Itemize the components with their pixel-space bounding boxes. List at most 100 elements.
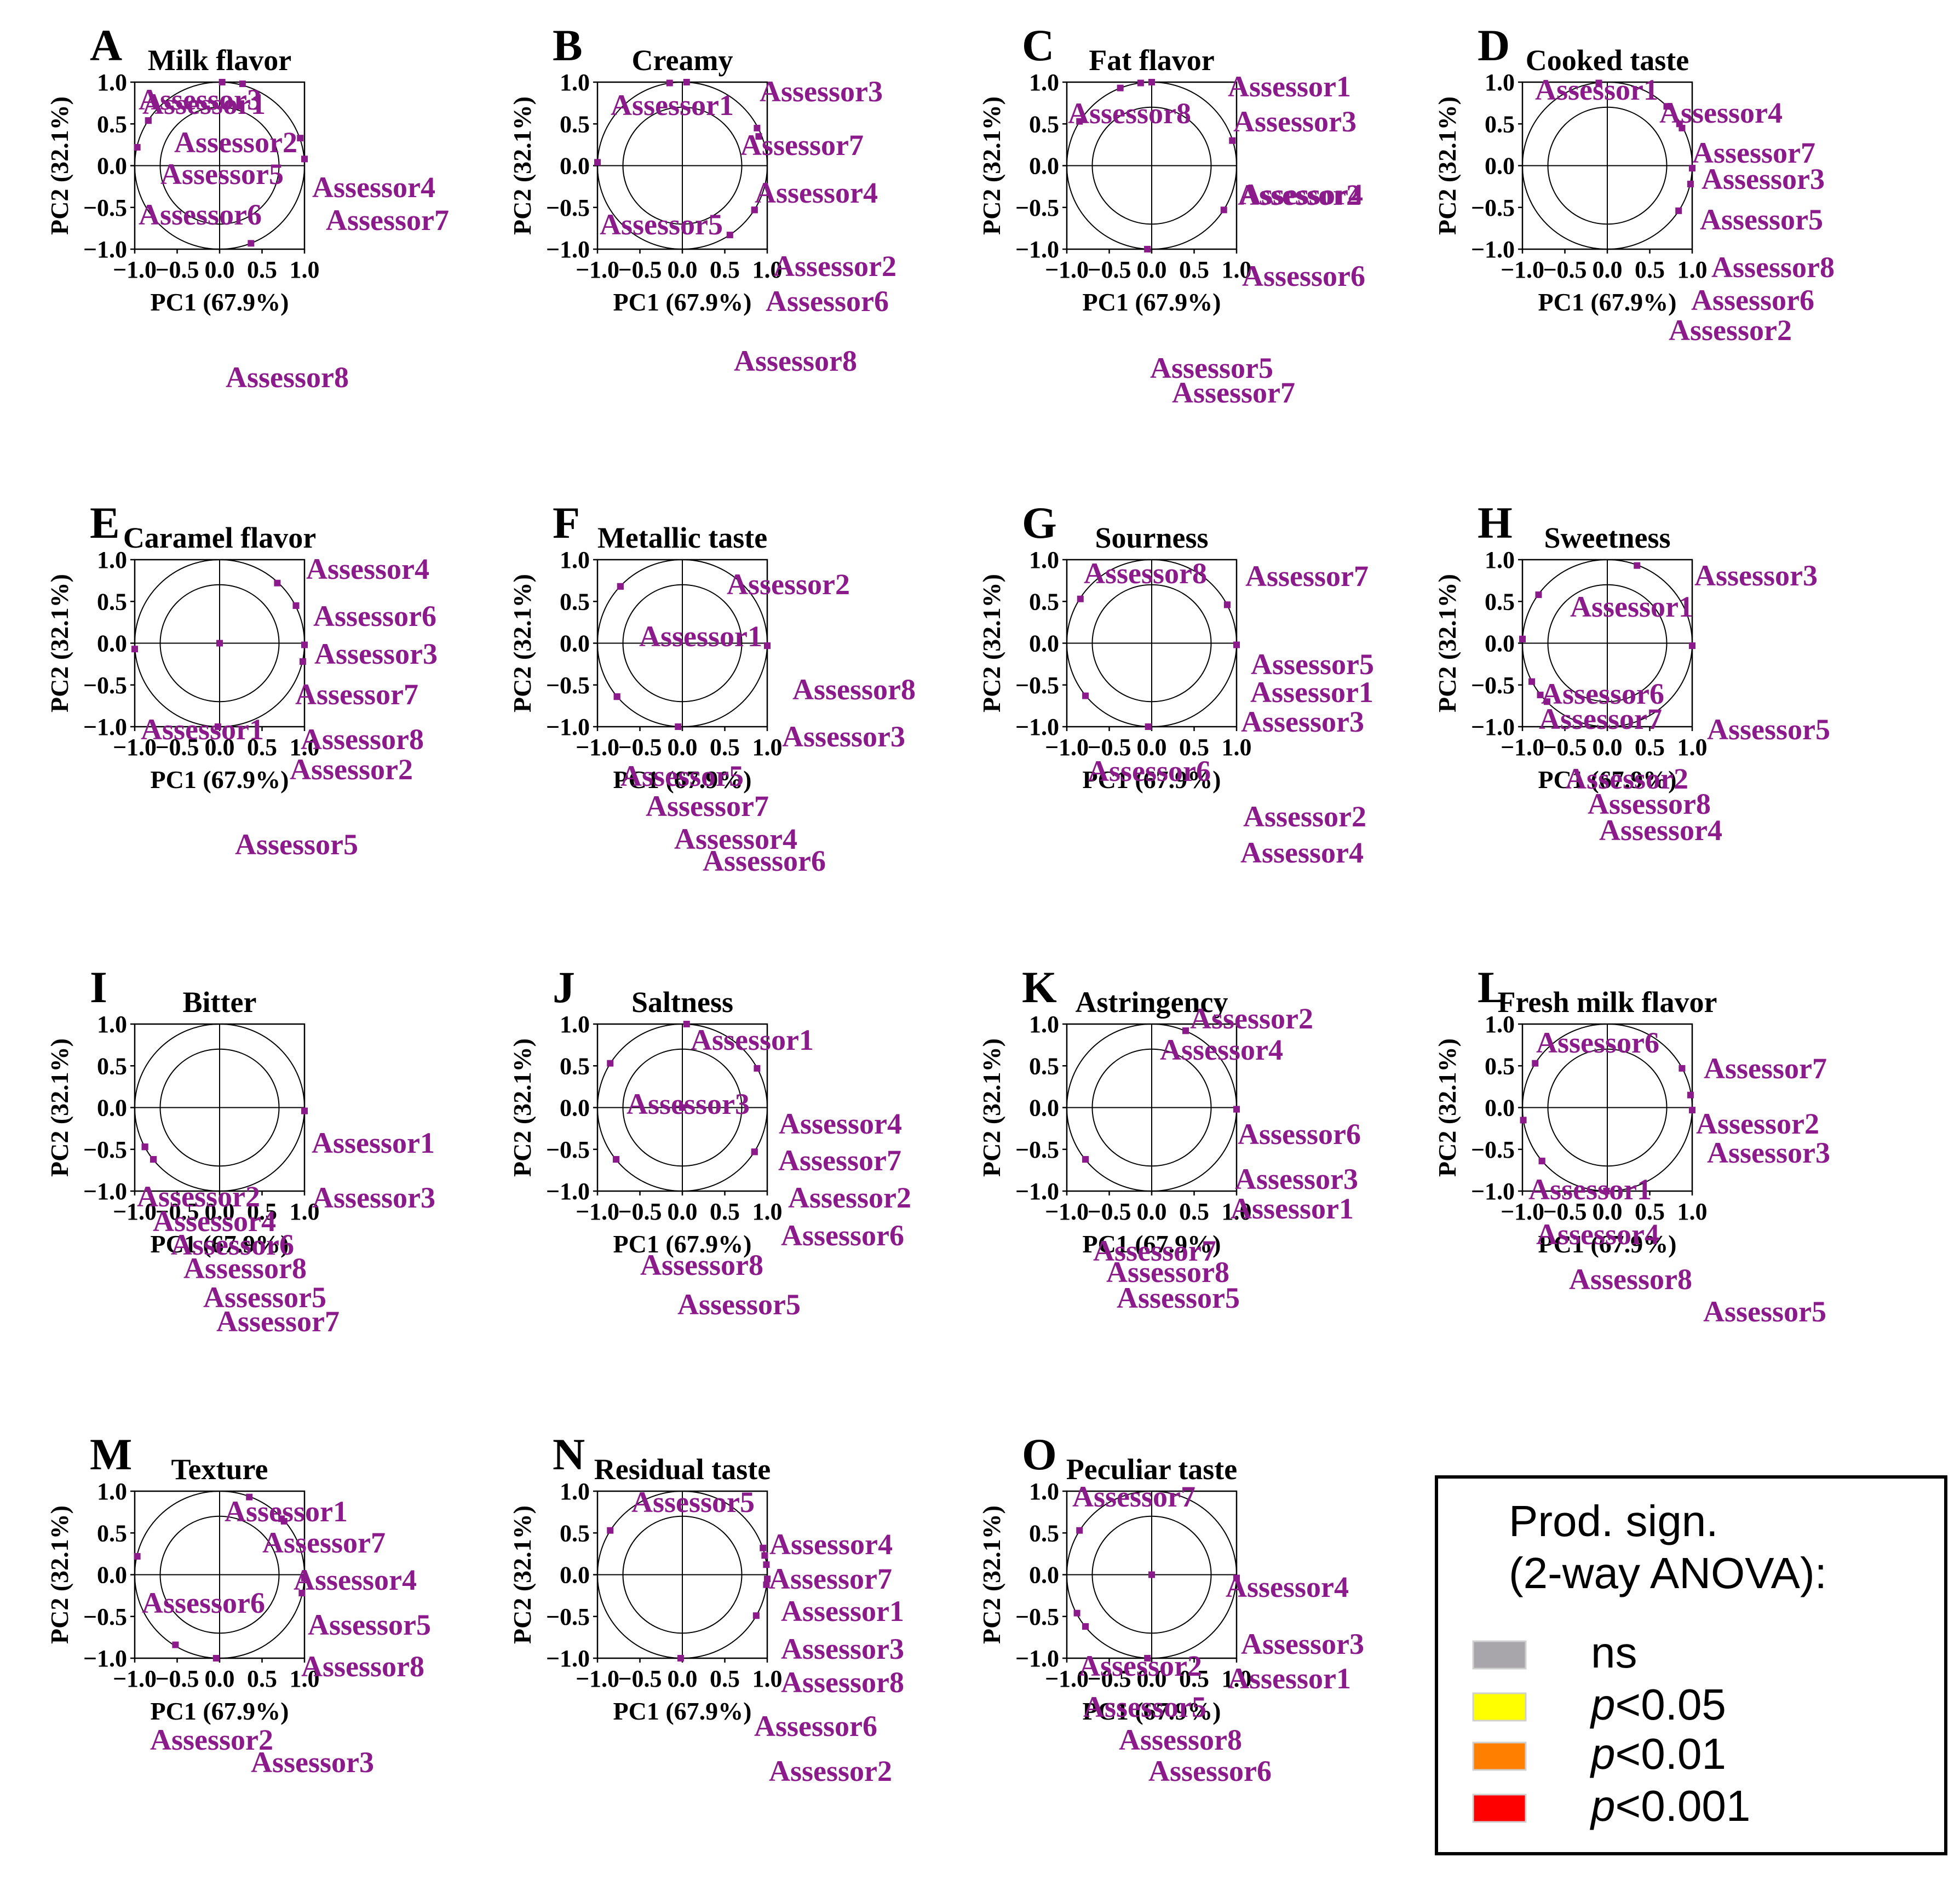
data-point-assessor6 xyxy=(1233,1106,1240,1113)
point-label-assessor3: Assessor3 xyxy=(251,1746,374,1779)
y-tick-label: 0.5 xyxy=(97,588,127,615)
x-axis-label: PC1 (67.9%) xyxy=(613,1230,752,1258)
x-axis-label: PC1 (67.9%) xyxy=(1083,1230,1221,1258)
y-axis-label: PC2 (32.1%) xyxy=(508,1038,536,1177)
y-tick-label: 0.5 xyxy=(97,111,127,137)
x-tick-label: 1.0 xyxy=(1677,734,1708,761)
point-label-assessor1: Assessor1 xyxy=(1228,1662,1351,1695)
y-tick-label: 0.0 xyxy=(1029,1562,1059,1589)
panel-letter: H xyxy=(1478,498,1513,548)
x-axis-label: PC1 (67.9%) xyxy=(151,288,289,316)
data-point-assessor4 xyxy=(274,579,281,587)
data-point-assessor1 xyxy=(1535,591,1542,599)
panel-title: Fat flavor xyxy=(1089,44,1214,77)
panel-letter: C xyxy=(1022,20,1054,70)
x-tick-label: 0.0 xyxy=(1137,1665,1167,1692)
x-tick-label: −1.0 xyxy=(113,1665,157,1692)
y-tick-label: 0.0 xyxy=(1485,153,1515,180)
point-label-assessor5: Assessor5 xyxy=(1117,1281,1240,1314)
y-tick-label: 0.0 xyxy=(560,630,590,657)
data-point-assessor3 xyxy=(1137,79,1144,87)
data-point-assessor5 xyxy=(145,117,152,124)
y-tick-label: 0.0 xyxy=(1029,1095,1059,1122)
x-tick-label: −0.5 xyxy=(1543,256,1587,283)
data-point-assessor6 xyxy=(134,1553,141,1560)
point-label-assessor1: Assessor1 xyxy=(781,1595,904,1628)
point-label-assessor5: Assessor5 xyxy=(1150,352,1273,384)
point-label-assessor4: Assessor4 xyxy=(1160,1033,1283,1066)
panel-letter: D xyxy=(1478,20,1510,70)
data-point-assessor3 xyxy=(764,1576,771,1583)
point-label-assessor1: Assessor1 xyxy=(691,1024,814,1056)
y-tick-label: −1.0 xyxy=(1471,1178,1515,1205)
panel-letter: G xyxy=(1022,498,1057,548)
x-tick-label: −0.5 xyxy=(1543,1198,1587,1225)
y-tick-label: 0.5 xyxy=(560,1520,590,1546)
y-tick-label: −1.0 xyxy=(1015,1178,1059,1205)
panel-title: Metallic taste xyxy=(597,521,767,554)
x-tick-label: −0.5 xyxy=(618,1198,662,1225)
data-point-assessor6 xyxy=(134,143,141,151)
y-tick-label: −0.5 xyxy=(1471,1136,1515,1163)
data-point-assessor8 xyxy=(1077,595,1084,602)
point-label-assessor2: Assessor2 xyxy=(290,753,413,786)
panel-letter: M xyxy=(90,1429,132,1479)
y-tick-label: 1.0 xyxy=(97,547,127,573)
data-point-assessor6 xyxy=(751,206,758,214)
point-label-assessor4: Assessor4 xyxy=(674,823,797,855)
y-tick-label: 0.0 xyxy=(560,1562,590,1589)
point-label-assessor8: Assessor8 xyxy=(1588,787,1711,820)
y-tick-label: −0.5 xyxy=(1015,672,1059,699)
point-label-assessor1: Assessor1 xyxy=(1228,70,1351,103)
point-label-assessor8: Assessor8 xyxy=(781,1666,904,1699)
legend-label: ns xyxy=(1591,1628,1637,1677)
x-tick-label: 0.5 xyxy=(1179,256,1209,283)
x-tick-label: −0.5 xyxy=(1543,734,1587,761)
point-label-assessor3: Assessor3 xyxy=(139,83,262,116)
y-tick-label: 0.5 xyxy=(1029,588,1059,615)
x-tick-label: 0.5 xyxy=(1635,734,1665,761)
point-label-assessor6: Assessor6 xyxy=(1088,755,1211,787)
y-axis-label: PC2 (32.1%) xyxy=(508,96,536,235)
x-tick-label: −0.5 xyxy=(1087,256,1131,283)
panel-letter: E xyxy=(90,498,120,548)
x-tick-label: −1.0 xyxy=(576,1665,619,1692)
point-label-assessor2: Assessor2 xyxy=(1190,1002,1313,1035)
y-tick-label: 0.5 xyxy=(560,111,590,137)
panel-letter: A xyxy=(90,20,122,70)
point-label-assessor5: Assessor5 xyxy=(620,760,744,792)
x-tick-label: −1.0 xyxy=(1501,256,1544,283)
x-tick-label: 1.0 xyxy=(1677,256,1708,283)
data-point-assessor2 xyxy=(172,1641,179,1648)
x-tick-label: 1.0 xyxy=(290,734,320,761)
point-label-assessor7: Assessor7 xyxy=(326,204,449,237)
data-point-assessor4 xyxy=(754,1065,761,1072)
x-tick-label: −1.0 xyxy=(1501,1198,1544,1225)
panel-title: Peculiar taste xyxy=(1066,1453,1237,1486)
point-label-assessor1: Assessor1 xyxy=(142,88,266,120)
x-tick-label: −0.5 xyxy=(618,256,662,283)
point-label-assessor4: Assessor4 xyxy=(1536,1218,1659,1251)
x-axis-label: PC1 (67.9%) xyxy=(151,1230,289,1258)
x-tick-label: 0.5 xyxy=(710,1198,740,1225)
x-tick-label: 0.5 xyxy=(247,256,277,283)
legend-swatch xyxy=(1472,1741,1527,1771)
point-label-assessor4: Assessor4 xyxy=(779,1107,902,1140)
y-tick-label: 0.0 xyxy=(97,630,127,657)
y-tick-label: 0.0 xyxy=(1029,153,1059,180)
data-point-assessor3 xyxy=(1233,1574,1240,1582)
legend-label: p<0.01 xyxy=(1590,1729,1726,1778)
x-tick-label: −0.5 xyxy=(1087,734,1131,761)
point-label-assessor6: Assessor6 xyxy=(1536,1026,1659,1059)
panel-title: Caramel flavor xyxy=(123,521,316,554)
point-label-assessor7: Assessor7 xyxy=(1245,560,1369,593)
data-point-assessor2 xyxy=(617,583,624,590)
x-axis-label: PC1 (67.9%) xyxy=(151,1697,289,1725)
point-label-assessor2: Assessor2 xyxy=(773,250,896,283)
x-tick-label: −0.5 xyxy=(155,1198,199,1225)
point-label-assessor6: Assessor6 xyxy=(171,1228,294,1261)
data-point-assessor6 xyxy=(1687,181,1694,188)
